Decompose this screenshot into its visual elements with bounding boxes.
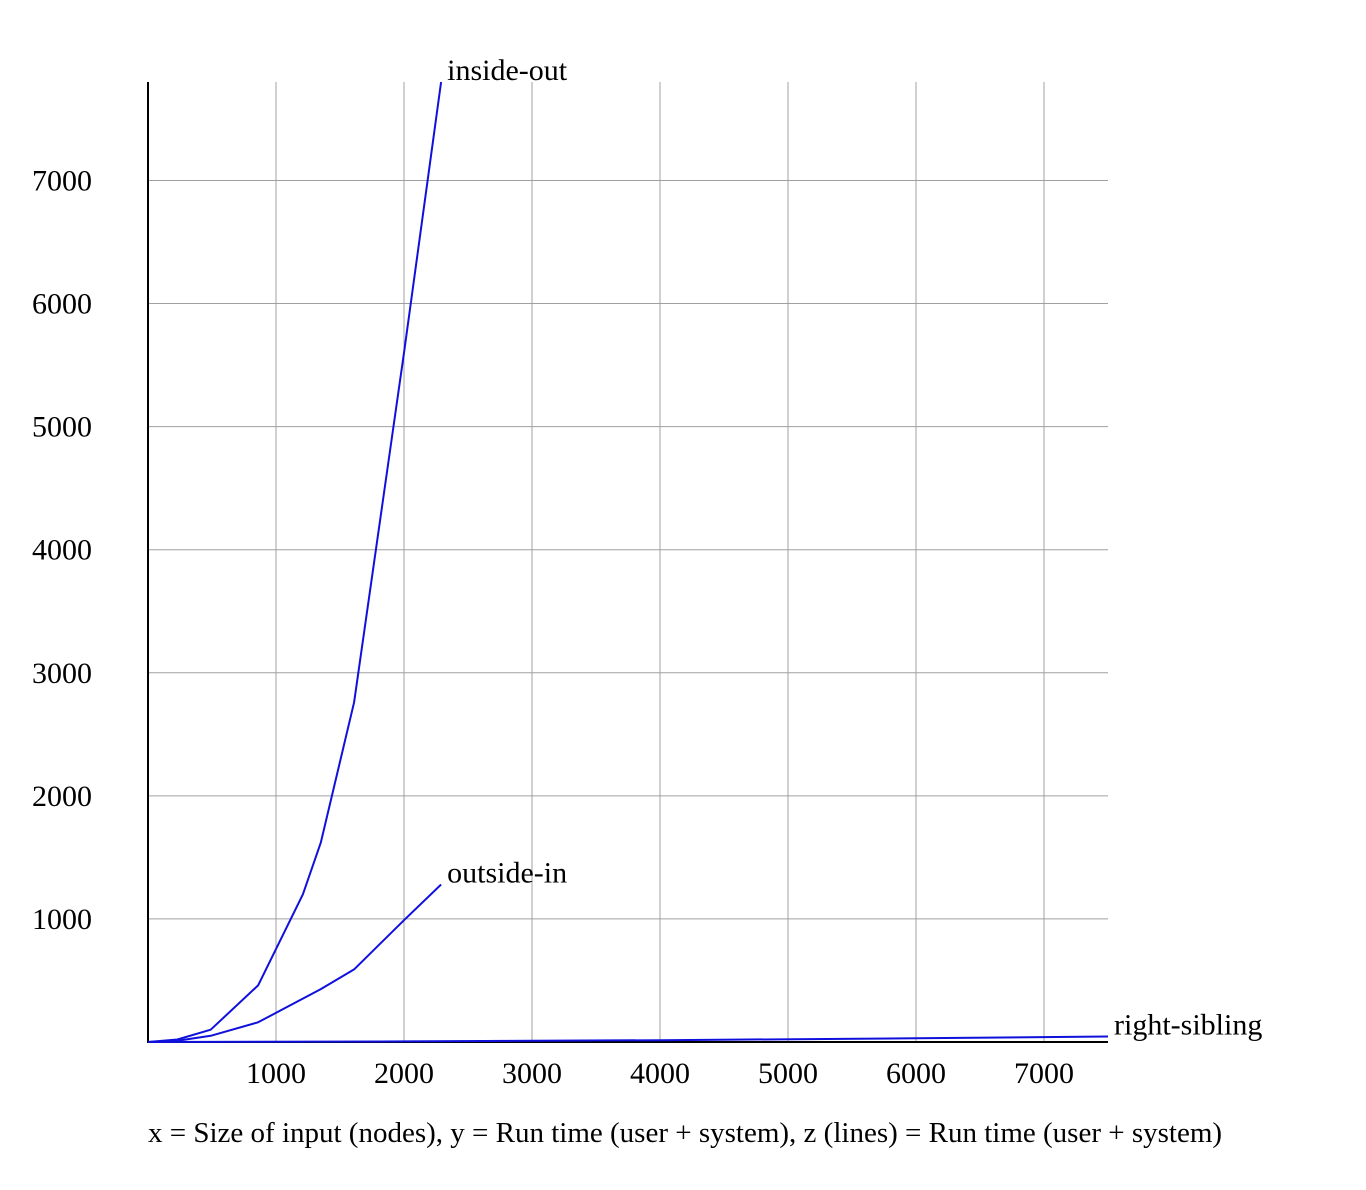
x-tick-label: 5000 (758, 1057, 818, 1090)
axes: 1000 2000 3000 4000 5000 6000 7000 1000 2000 3000… (32, 82, 1108, 1090)
y-tick-label: 2000 (32, 780, 92, 813)
y-tick-label: 7000 (32, 164, 92, 197)
x-tick-label: 7000 (1014, 1057, 1074, 1090)
series-label-inside-out: inside-out (447, 54, 568, 87)
y-tick-label: 4000 (32, 534, 92, 567)
series-line-inside-out (147, 81, 443, 1043)
y-tick-label: 3000 (32, 657, 92, 690)
series-label-outside-in: outside-in (447, 856, 567, 889)
x-tick-label: 4000 (630, 1057, 690, 1090)
series-line-outside-in (147, 883, 442, 1043)
series-lines (147, 81, 1109, 1043)
x-tick-label: 1000 (246, 1057, 306, 1090)
series-line-right-sibling (147, 1035, 1109, 1043)
y-tick-label: 5000 (32, 411, 92, 444)
series-labels: inside-out outside-in right-sibling (447, 54, 1262, 1041)
grid (148, 82, 1108, 1042)
series-label-right-sibling: right-sibling (1114, 1008, 1262, 1041)
x-tick-label: 2000 (374, 1057, 434, 1090)
y-tick-label: 6000 (32, 288, 92, 321)
x-tick-label: 6000 (886, 1057, 946, 1090)
chart-caption: x = Size of input (nodes), y = Run time … (148, 1117, 1222, 1149)
y-tick-label: 1000 (32, 903, 92, 936)
x-tick-label: 3000 (502, 1057, 562, 1090)
